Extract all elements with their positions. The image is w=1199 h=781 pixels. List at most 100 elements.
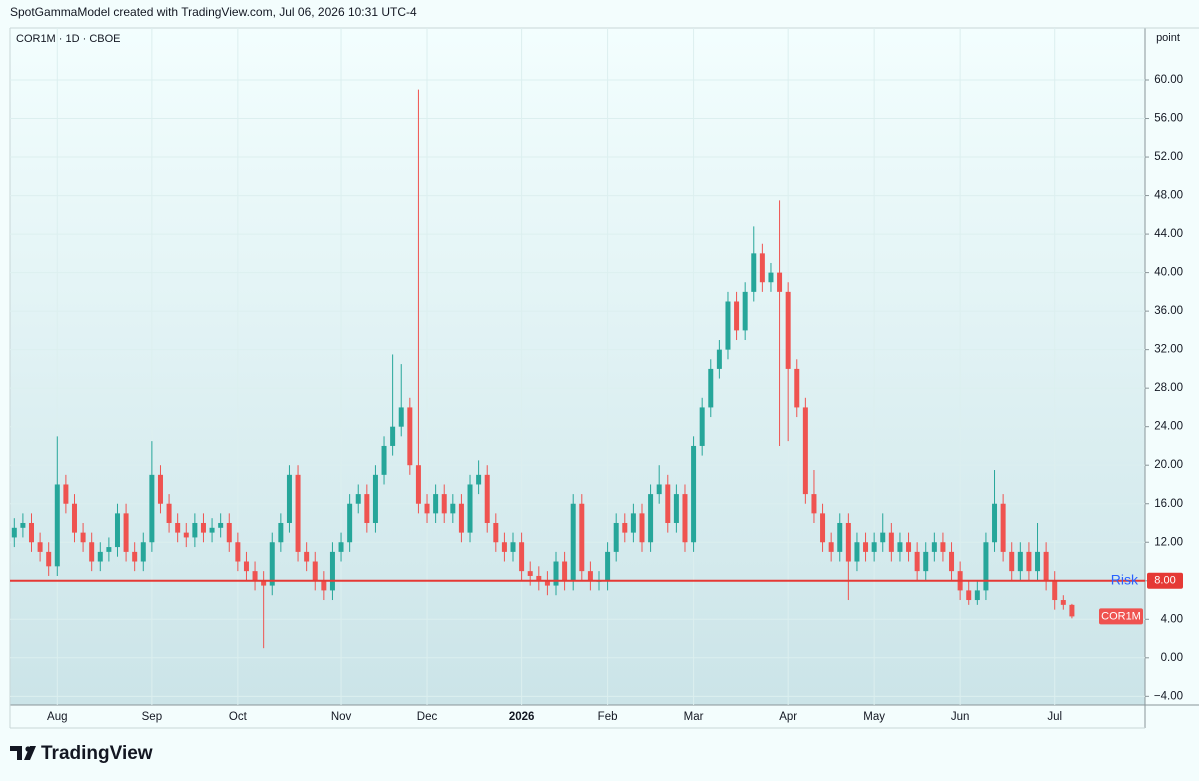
candle-body [931,542,937,552]
x-tick-label: Feb [598,711,618,723]
candle-body [89,542,95,562]
candle-body [699,407,705,446]
candle-body [97,551,103,562]
candle-body [802,407,808,495]
x-tick-label: Aug [47,711,67,723]
candle-body [820,513,826,543]
candle-body [605,551,611,581]
candle-body [321,580,327,591]
candle-body [570,503,576,581]
candle-body [80,532,86,543]
candle-body [338,542,344,552]
candle-body [200,522,206,533]
candle-body [1043,551,1049,581]
candle-body [106,547,112,552]
x-tick-label: Nov [331,711,352,723]
candle-body [450,503,456,514]
candle-body [613,522,619,552]
candle-body [639,513,645,543]
candle-body [252,571,258,581]
candle-body [493,522,499,543]
plot-area [10,28,1145,705]
y-tick-label: 4.00 [1161,613,1183,625]
candle-body [656,484,662,495]
candle-body [708,368,714,408]
y-tick-label: 16.00 [1154,498,1183,510]
y-tick-label: 48.00 [1154,190,1183,202]
y-tick-label: 28.00 [1154,382,1183,394]
candle-body [123,513,129,552]
candle-body [484,474,490,523]
x-tick-label: Apr [779,711,797,723]
candle-body [355,494,361,504]
candle-body [880,532,886,543]
branding: TradingView [41,743,153,764]
candle-body [226,522,232,543]
candle-body [914,551,920,572]
candle-body [1052,580,1058,601]
candle-body [579,503,585,572]
candle-body [157,474,163,504]
plot: −4.00 0.00 4.00 8.00 12.00 16.00 20.00 24.00 28.… [10,28,1183,723]
candle-body [553,561,559,586]
candle-body [28,522,34,543]
candle-body [149,474,155,543]
y-tick-label: −4.00 [1154,690,1183,702]
candle-body [897,542,903,552]
candle-body [501,542,507,552]
candle-body [587,571,593,581]
candle-body [630,513,636,533]
candle-body [742,291,748,331]
candle-body [458,503,464,533]
candle-body [785,291,791,369]
x-tick-label: Jul [1047,711,1062,723]
x-tick-label: Dec [417,711,438,723]
candle-body [906,542,912,552]
candle-body [37,542,43,552]
y-tick-label: 0.00 [1161,652,1183,664]
candle-body [269,542,275,586]
candle-body [871,542,877,552]
candle-body [424,503,430,514]
candle-body [192,522,198,538]
candle-body [166,503,172,523]
candle-body [54,484,60,567]
candle-body [71,503,77,533]
candle-body [364,494,370,523]
candle-body [407,407,413,466]
candle-body [888,532,894,552]
candle-body [295,474,301,552]
candle-body [863,542,869,552]
candle-body [278,522,284,543]
candle-body [347,503,353,543]
candle-body [673,494,679,523]
last-price-badge [1099,608,1143,625]
x-tick-label: May [863,711,885,723]
candle-body [1026,551,1032,572]
candle-body [415,465,421,504]
x-tick-label: Oct [229,711,248,723]
candle-body [691,445,697,543]
candle-body [235,542,241,562]
candle-body [648,494,654,543]
y-unit: point [1156,32,1180,44]
candle-body [510,542,516,552]
candle-body [20,522,26,528]
candle-body [140,542,146,562]
candle-body [966,590,972,601]
candle-body [777,272,783,292]
logo [10,746,36,760]
candle-body [536,575,542,581]
candle-body [759,253,765,283]
candle-body [949,551,955,572]
y-tick-label: 40.00 [1154,267,1183,279]
logo-icon [25,746,31,752]
candle-body [390,426,396,446]
candle-body [329,551,335,591]
candle-body [114,513,120,548]
candle-body [562,561,568,581]
y-tick-label: 60.00 [1154,74,1183,86]
candle-body [845,522,851,562]
candle-body [828,542,834,552]
